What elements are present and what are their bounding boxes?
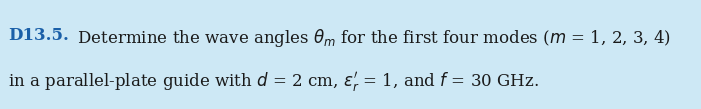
Text: D13.5.: D13.5. bbox=[8, 27, 69, 44]
Text: Determine the wave angles $\theta_m$ for the first four modes ($m$ = 1, 2, 3, 4): Determine the wave angles $\theta_m$ for… bbox=[67, 27, 671, 49]
Text: in a parallel-plate guide with $d$ = 2 cm, $\epsilon_r'$ = 1, and $f$ = 30 GHz.: in a parallel-plate guide with $d$ = 2 c… bbox=[8, 70, 539, 94]
